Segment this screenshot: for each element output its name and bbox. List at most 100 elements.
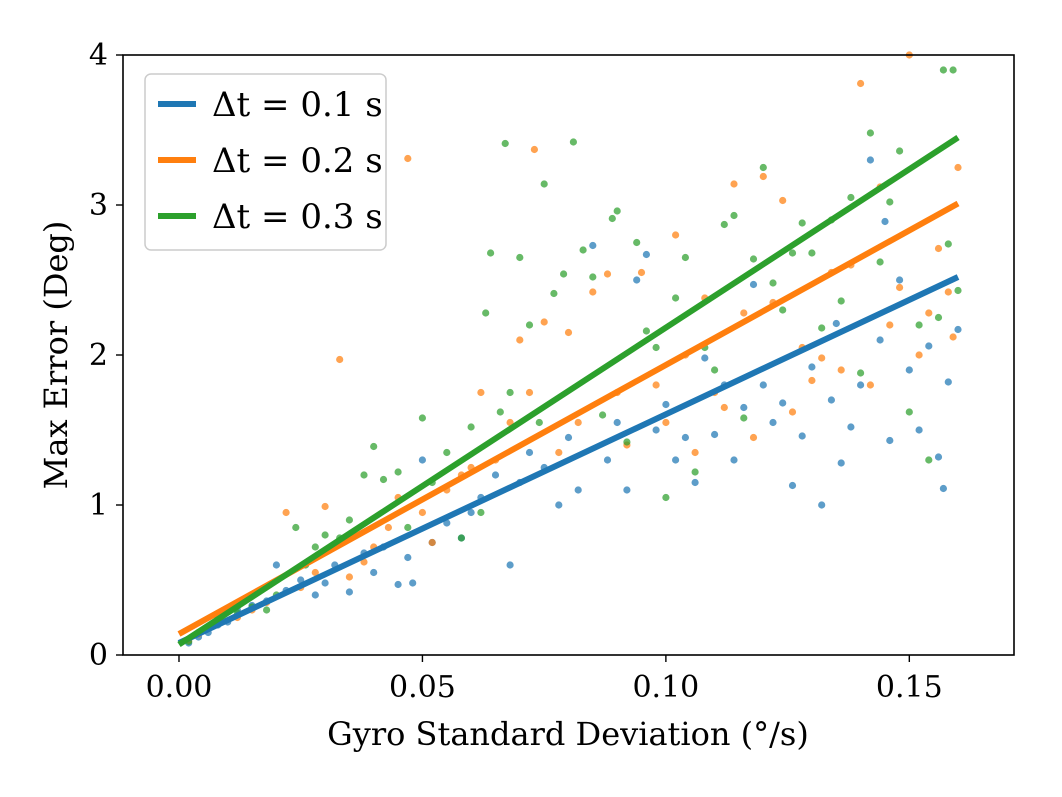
scatter-point: [535, 418, 543, 427]
scatter-point: [701, 354, 709, 362]
scatter-point: [832, 319, 840, 328]
scatter-point: [779, 399, 787, 407]
scatter-point: [292, 523, 300, 532]
y-tick-label: 1: [89, 488, 108, 523]
scatter-point: [662, 418, 670, 427]
x-axis-label: Gyro Standard Deviation (°/s): [327, 715, 809, 753]
scatter-point: [321, 531, 329, 539]
scatter-point: [574, 418, 582, 427]
fit-line-1: [177, 274, 960, 646]
scatter-point: [915, 426, 923, 434]
scatter-point: [720, 220, 728, 229]
scatter-point: [418, 414, 426, 422]
scatter-point: [866, 129, 875, 137]
scatter-point: [876, 258, 884, 266]
scatter-point: [370, 442, 378, 451]
scatter-point: [798, 432, 806, 440]
scatter-point: [740, 403, 748, 412]
scatter-point: [896, 147, 904, 155]
scatter-point: [652, 381, 660, 389]
x-tick-label: 0.15: [876, 670, 943, 705]
scatter-point: [613, 207, 621, 215]
scatter-point: [516, 253, 524, 262]
scatter-point: [886, 321, 894, 329]
scatter-point: [579, 246, 587, 254]
scatter-point: [886, 436, 894, 445]
scatter-point: [779, 306, 787, 314]
scatter-point: [954, 163, 962, 172]
scatter-point: [837, 297, 845, 305]
scatter-point: [925, 456, 933, 464]
scatter-point: [516, 336, 524, 344]
scatter-point: [467, 508, 475, 517]
scatter-point: [569, 138, 578, 146]
scatter-point: [404, 154, 412, 163]
scatter-point: [560, 270, 568, 278]
scatter-point: [672, 456, 680, 464]
scatter-point: [672, 294, 680, 302]
scatter-point: [886, 198, 894, 206]
scatter-point: [949, 333, 957, 341]
scatter-point: [691, 478, 699, 487]
scatter-point: [896, 283, 904, 292]
scatter-point: [379, 475, 388, 484]
scatter-point: [944, 378, 952, 386]
scatter-point: [345, 573, 353, 581]
scatter-point: [384, 523, 392, 532]
x-tick-label: 0.05: [389, 670, 456, 705]
scatter-point: [730, 211, 738, 220]
scatter-point: [370, 568, 378, 577]
y-tick-label: 0: [89, 638, 108, 673]
scatter-point: [409, 579, 417, 587]
scatter-point: [759, 172, 767, 181]
scatter-point: [589, 288, 597, 296]
scatter-point: [818, 324, 826, 332]
scatter-point: [662, 493, 670, 502]
scatter-point: [506, 561, 514, 569]
scatter-point: [496, 408, 504, 416]
scatter-point: [857, 381, 865, 389]
scatter-point: [633, 276, 641, 284]
scatter-point: [311, 591, 319, 599]
scatter-point: [574, 486, 582, 494]
y-tick-label: 3: [89, 188, 108, 223]
scatter-point: [321, 502, 329, 511]
scatter-point: [633, 238, 641, 247]
scatter-point: [881, 217, 889, 226]
x-tick-label: 0.10: [632, 670, 699, 705]
scatter-point: [540, 180, 548, 188]
scatter-point: [608, 214, 616, 223]
scatter-point: [798, 219, 806, 227]
scatter-point: [623, 438, 631, 446]
scatter-point: [691, 468, 699, 476]
scatter-point: [769, 418, 777, 427]
scatter-point: [681, 253, 690, 262]
scatter-point: [311, 568, 319, 577]
scatter-point: [652, 343, 660, 352]
scatter-point: [749, 280, 758, 289]
fit-line-3: [177, 134, 960, 648]
scatter-point: [720, 403, 728, 412]
scatter-point: [360, 471, 368, 479]
y-axis-ticks: 0 1 2 3 4: [89, 38, 123, 673]
scatter-point: [827, 396, 836, 404]
x-tick-label: 0.00: [146, 670, 213, 705]
y-tick-label: 2: [89, 338, 108, 373]
scatter-point: [691, 448, 699, 457]
scatter-point: [915, 351, 923, 359]
scatter-point: [837, 366, 845, 374]
scatter-point: [428, 538, 436, 547]
scatter-point: [925, 342, 933, 350]
scatter-point: [944, 288, 952, 296]
scatter-point: [506, 388, 514, 397]
scatter-point: [939, 484, 948, 493]
scatter-point: [603, 456, 612, 464]
scatter-point: [934, 453, 943, 461]
legend-label: Δt = 0.2 s: [212, 141, 383, 181]
scatter-point: [564, 433, 573, 442]
scatter-point: [394, 580, 402, 589]
scatter-point: [589, 241, 597, 250]
scatter-point: [418, 508, 426, 517]
scatter-point: [769, 279, 777, 287]
